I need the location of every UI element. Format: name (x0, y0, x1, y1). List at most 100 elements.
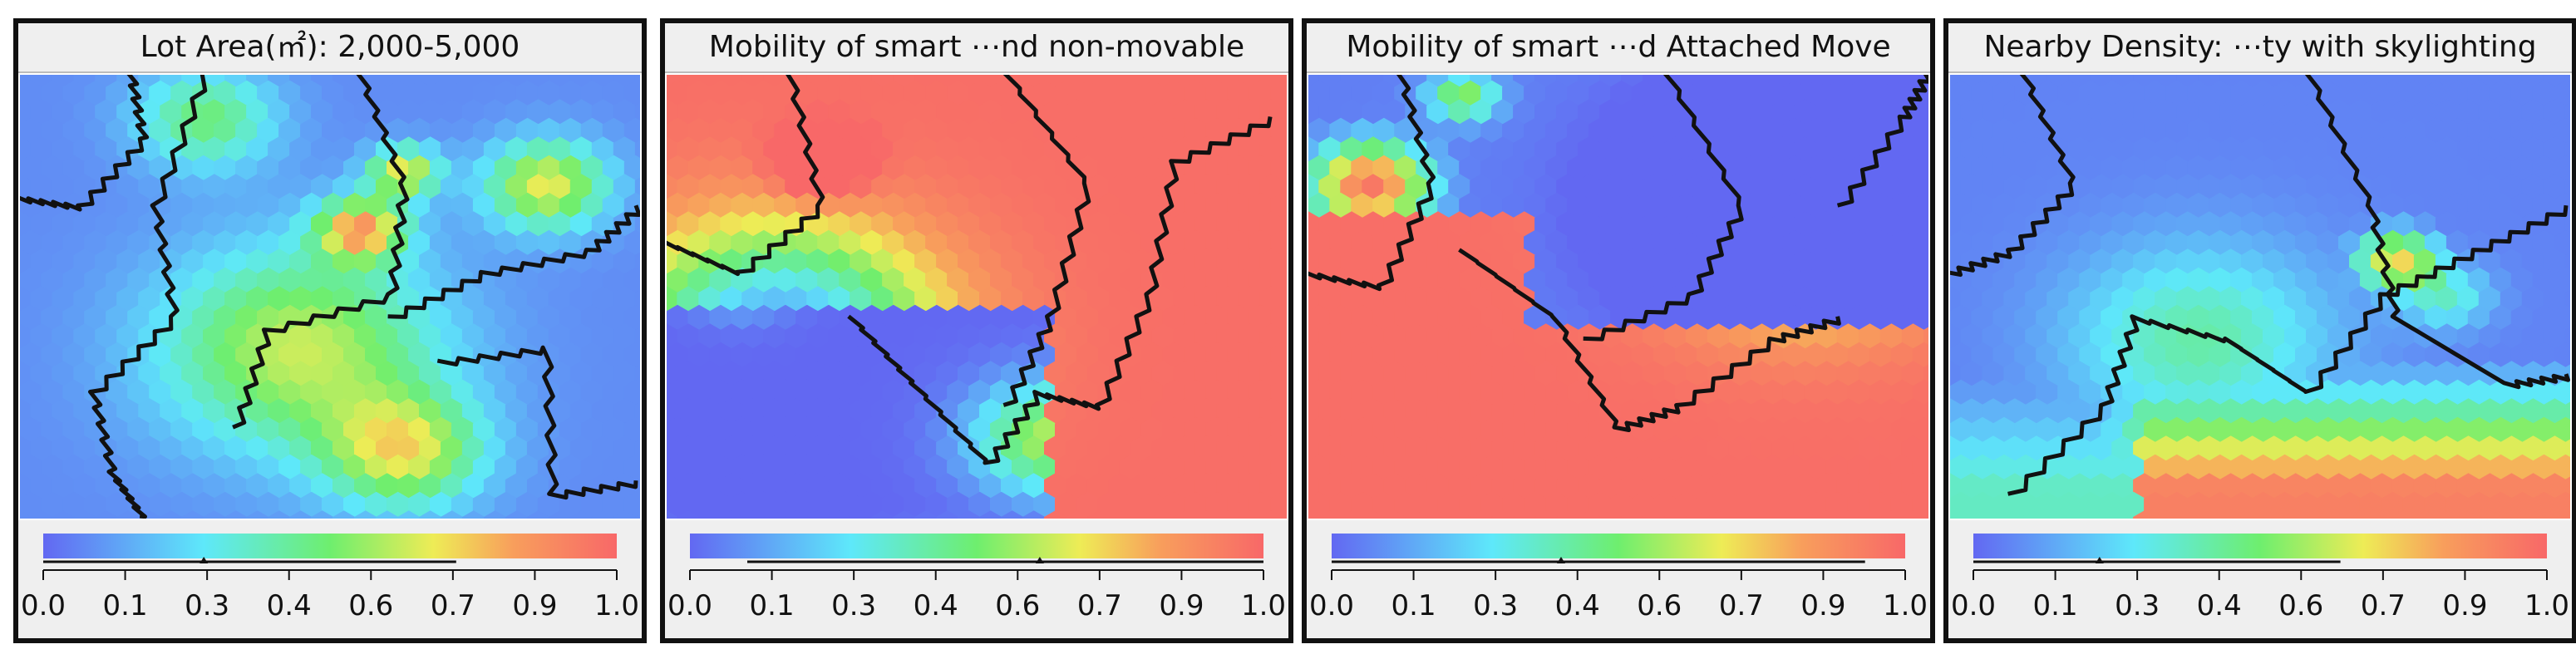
hex-cell (1513, 174, 1536, 200)
hex-cell (925, 491, 948, 519)
hex-cell (268, 361, 291, 387)
hex-cell (1130, 435, 1154, 462)
hex-cell (2467, 491, 2491, 519)
hex-cell (1480, 342, 1504, 369)
hex-cell (1534, 136, 1558, 163)
hex-cell (1534, 361, 1558, 387)
hex-cell (1119, 267, 1143, 294)
hex-cell (698, 211, 722, 238)
hex-cell (2317, 342, 2340, 369)
hex-cell (1771, 248, 1795, 275)
hex-cell (1227, 155, 1251, 182)
cluster-boundaries (20, 75, 640, 519)
hex-cell (850, 211, 873, 238)
hex-cell (52, 99, 75, 125)
hex-cell (1001, 286, 1024, 312)
hex-cell (1728, 473, 1752, 499)
hex-cell (893, 211, 916, 238)
hex-cell (1405, 361, 1428, 387)
hex-cell (1524, 491, 1547, 519)
hex-cell (591, 248, 615, 275)
hex-cell (1912, 192, 1928, 219)
hex-cell (839, 229, 862, 257)
hex-cell (1086, 174, 1111, 200)
hex-cell (634, 327, 640, 347)
hex-cell (2068, 361, 2091, 387)
hex-cell (774, 379, 797, 406)
hex-cell (1162, 229, 1186, 257)
hex-cell (1950, 229, 1973, 257)
colorbar-legend: 0.0 0.1 0.3 0.4 0.6 0.7 0.9 1.0 (665, 520, 1288, 638)
hex-cell (1686, 99, 1709, 125)
hex-cell (2306, 323, 2329, 350)
hex-cell (936, 211, 959, 238)
hex-cell (2025, 248, 2048, 275)
hex-cell (1249, 80, 1273, 107)
hex-cell (1588, 192, 1612, 219)
hex-cell (2057, 454, 2081, 481)
hex-cell (2111, 398, 2135, 425)
hex-cell (2317, 416, 2340, 444)
hex-cell (602, 491, 626, 519)
hex-cell (1140, 416, 1165, 444)
hex-cell (2252, 491, 2275, 519)
hex-cell (365, 491, 388, 519)
hex-cell (741, 286, 765, 312)
hex-cell (1259, 211, 1283, 238)
hex-cell (1108, 435, 1132, 462)
hex-cell (817, 267, 840, 294)
hex-cell (850, 323, 873, 350)
hex-cell (1216, 99, 1240, 125)
hex-cell (343, 454, 367, 481)
hex-cell (1227, 304, 1251, 332)
hex-cell (602, 304, 626, 332)
hex-cell (1982, 174, 2005, 200)
hex-cell (925, 379, 948, 406)
hex-cell (591, 174, 615, 200)
hex-cell (828, 248, 851, 275)
hex-cell (914, 435, 938, 462)
hex-cell (2187, 491, 2210, 519)
hex-cell (1437, 229, 1460, 257)
hex-cell (2456, 323, 2480, 350)
hex-cell (1950, 435, 1962, 462)
hex-cell (20, 342, 42, 369)
hex-cell (1950, 155, 1973, 182)
hex-cell (2424, 267, 2448, 294)
hex-cell (634, 140, 640, 160)
hex-cell (1249, 454, 1273, 481)
hex-cell (1151, 510, 1175, 519)
hex-cell (1340, 398, 1363, 425)
hex-cell (795, 229, 819, 257)
hex-cell (1151, 286, 1175, 312)
hex-cell (170, 229, 194, 257)
hex-cell (2467, 304, 2491, 332)
hex-cell (1437, 416, 1460, 444)
hex-cell (1847, 80, 1871, 107)
hex-cell (1950, 117, 1973, 145)
hex-cell (1001, 211, 1024, 238)
hex-cell (1578, 99, 1601, 125)
hex-cell (1524, 155, 1547, 182)
hex-cell (2349, 435, 2372, 462)
heatmap-1 (20, 75, 640, 519)
hex-cell (1227, 342, 1251, 369)
hex-cell (1653, 117, 1677, 145)
hex-cell (1545, 117, 1569, 145)
hex-cell (1205, 491, 1229, 519)
hex-cell (634, 364, 640, 384)
hex-cell (246, 248, 269, 275)
hex-cell (1879, 286, 1904, 312)
hex-cell (2456, 286, 2480, 312)
hex-cell (2391, 211, 2416, 238)
hex-cell (1318, 473, 1342, 499)
hex-cell (904, 117, 927, 145)
hex-cell (1044, 510, 1067, 519)
hex-cell (2165, 192, 2189, 219)
hex-cell (526, 435, 550, 462)
hex-cell (397, 99, 421, 125)
hex-cell (2165, 379, 2189, 406)
hex-cell (2306, 510, 2329, 519)
hex-cell (1394, 379, 1417, 406)
hex-cell (2543, 248, 2567, 275)
